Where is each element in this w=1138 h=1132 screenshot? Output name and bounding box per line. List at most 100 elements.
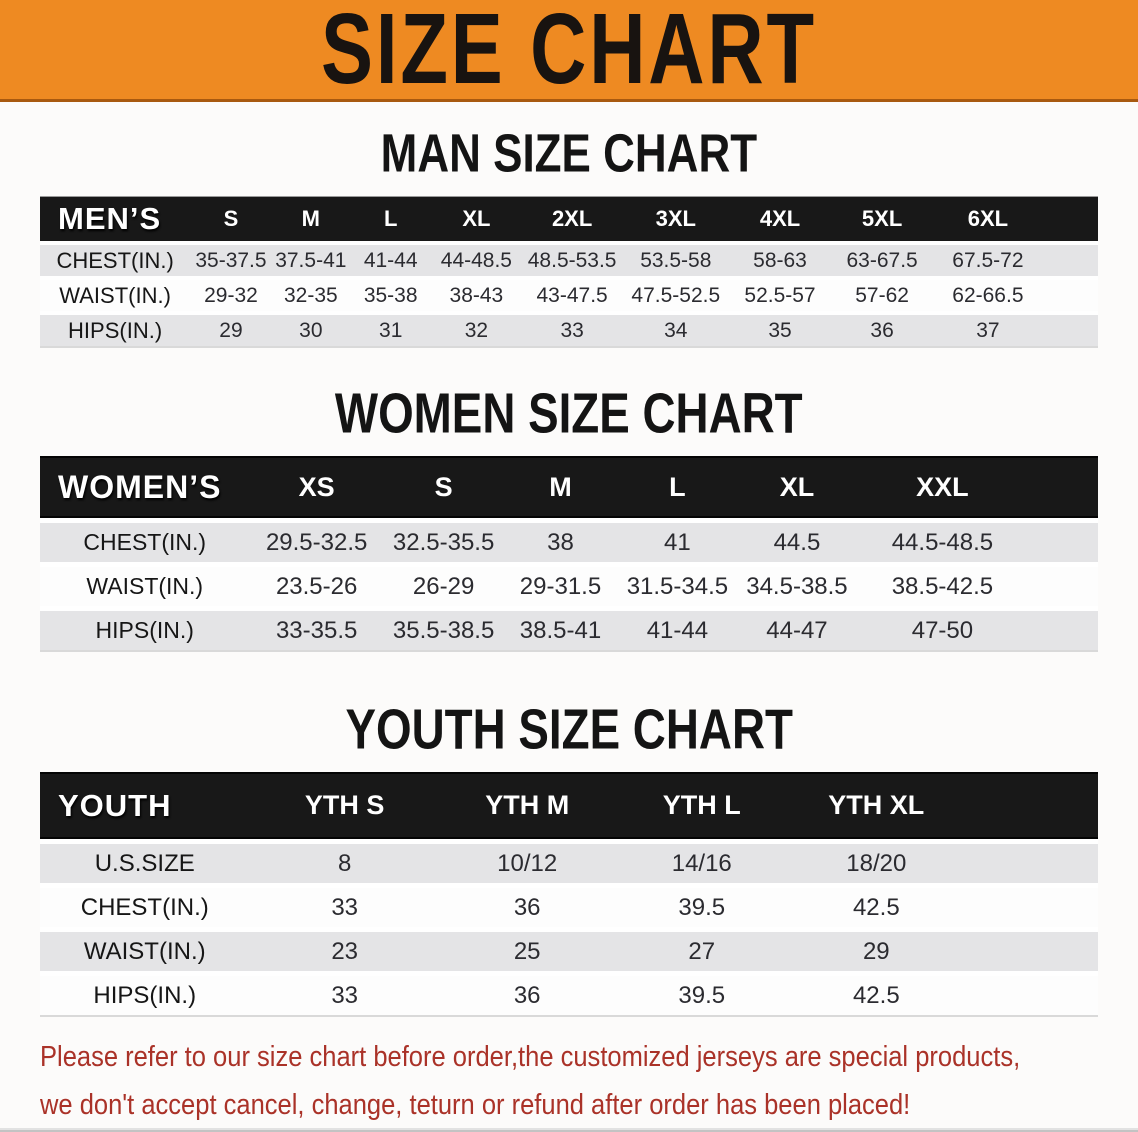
value-cell: 34 bbox=[622, 311, 729, 346]
value-cell: 67.5-72 bbox=[932, 241, 1043, 276]
table-header-row: WOMEN’S XS S M L XL XXL bbox=[40, 456, 1098, 518]
value-cell: 48.5-53.5 bbox=[521, 241, 623, 276]
value-cell: 58-63 bbox=[728, 241, 832, 276]
size-column-header: YTH L bbox=[614, 772, 790, 839]
header-filler bbox=[963, 772, 1098, 839]
value-cell: 27 bbox=[614, 927, 790, 971]
table-row: WAIST(IN.) 23 25 27 29 bbox=[40, 927, 1098, 971]
value-cell: 25 bbox=[439, 927, 615, 971]
order-disclaimer-note: Please refer to our size chart before or… bbox=[40, 1033, 1138, 1129]
value-cell: 34.5-38.5 bbox=[737, 562, 857, 606]
value-cell: 18/20 bbox=[789, 839, 964, 883]
table-row: HIPS(IN.) 33-35.5 35.5-38.5 38.5-41 41-44 44-… bbox=[40, 606, 1098, 650]
size-column-header: M bbox=[271, 196, 350, 241]
size-column-header: XL bbox=[431, 196, 522, 241]
value-cell: 37.5-41 bbox=[271, 241, 350, 276]
value-cell: 31.5-34.5 bbox=[617, 562, 738, 606]
row-label: WAIST(IN.) bbox=[40, 276, 191, 311]
row-filler bbox=[1042, 276, 1098, 311]
table-row: WAIST(IN.) 29-32 32-35 35-38 38-43 43-47.5 47.… bbox=[40, 276, 1098, 311]
value-cell: 30 bbox=[271, 311, 350, 346]
table-row: CHEST(IN.) 35-37.5 37.5-41 41-44 44-48.5 48.5… bbox=[40, 241, 1098, 276]
women-size-chart-heading: WOMEN SIZE CHART bbox=[0, 386, 1138, 442]
value-cell: 44.5-48.5 bbox=[856, 518, 1029, 562]
size-column-header: YTH M bbox=[439, 772, 615, 839]
size-column-header: XS bbox=[249, 456, 384, 518]
row-filler bbox=[1028, 562, 1098, 606]
value-cell: 41-44 bbox=[349, 241, 432, 276]
group-label: YOUTH bbox=[40, 772, 250, 839]
value-cell: 35-38 bbox=[349, 276, 432, 311]
row-label: CHEST(IN.) bbox=[40, 883, 250, 927]
table-row: U.S.SIZE 8 10/12 14/16 18/20 bbox=[40, 839, 1098, 883]
value-cell: 31 bbox=[349, 311, 432, 346]
row-label: HIPS(IN.) bbox=[40, 311, 191, 346]
row-label: CHEST(IN.) bbox=[40, 241, 191, 276]
value-cell: 10/12 bbox=[439, 839, 615, 883]
size-column-header: YTH S bbox=[249, 772, 440, 839]
value-cell: 47.5-52.5 bbox=[622, 276, 729, 311]
value-cell: 52.5-57 bbox=[728, 276, 832, 311]
row-label: HIPS(IN.) bbox=[40, 971, 250, 1015]
value-cell: 36 bbox=[439, 883, 615, 927]
value-cell: 44-47 bbox=[737, 606, 857, 650]
value-cell: 62-66.5 bbox=[932, 276, 1043, 311]
header-filler bbox=[1028, 456, 1098, 518]
header-filler bbox=[1042, 196, 1098, 241]
table-header-row: MEN’S S M L XL 2XL 3XL 4XL 5XL 6XL bbox=[40, 196, 1098, 241]
banner-title: SIZE CHART bbox=[321, 0, 817, 102]
value-cell: 29 bbox=[190, 311, 272, 346]
row-filler bbox=[963, 971, 1098, 1015]
row-filler bbox=[1042, 241, 1098, 276]
size-column-header: 2XL bbox=[521, 196, 623, 241]
table-row: WAIST(IN.) 23.5-26 26-29 29-31.5 31.5-34.5 34… bbox=[40, 562, 1098, 606]
women-size-table: WOMEN’S XS S M L XL XXL CHEST(IN.) 29.5-32.5 32.5… bbox=[40, 456, 1098, 652]
value-cell: 47-50 bbox=[856, 606, 1029, 650]
value-cell: 23.5-26 bbox=[249, 562, 384, 606]
size-column-header: M bbox=[503, 456, 618, 518]
row-filler bbox=[963, 883, 1098, 927]
value-cell: 33 bbox=[521, 311, 623, 346]
row-label: U.S.SIZE bbox=[40, 839, 250, 883]
value-cell: 39.5 bbox=[614, 883, 790, 927]
value-cell: 35.5-38.5 bbox=[383, 606, 504, 650]
size-column-header: 5XL bbox=[831, 196, 933, 241]
size-column-header: L bbox=[617, 456, 738, 518]
value-cell: 33 bbox=[249, 883, 440, 927]
table-row: CHEST(IN.) 33 36 39.5 42.5 bbox=[40, 883, 1098, 927]
table-header-row: YOUTH YTH S YTH M YTH L YTH XL bbox=[40, 772, 1098, 839]
value-cell: 35 bbox=[728, 311, 832, 346]
value-cell: 32-35 bbox=[271, 276, 350, 311]
bottom-divider bbox=[0, 1128, 1138, 1132]
row-label: WAIST(IN.) bbox=[40, 562, 250, 606]
row-filler bbox=[963, 927, 1098, 971]
size-column-header: 4XL bbox=[728, 196, 832, 241]
value-cell: 38.5-42.5 bbox=[856, 562, 1029, 606]
value-cell: 42.5 bbox=[789, 883, 964, 927]
value-cell: 36 bbox=[439, 971, 615, 1015]
size-column-header: L bbox=[349, 196, 432, 241]
value-cell: 39.5 bbox=[614, 971, 790, 1015]
value-cell: 44.5 bbox=[737, 518, 857, 562]
value-cell: 42.5 bbox=[789, 971, 964, 1015]
value-cell: 63-67.5 bbox=[831, 241, 933, 276]
value-cell: 29.5-32.5 bbox=[249, 518, 384, 562]
size-column-header: 6XL bbox=[932, 196, 1043, 241]
table-row: HIPS(IN.) 29 30 31 32 33 34 35 36 37 bbox=[40, 311, 1098, 346]
value-cell: 26-29 bbox=[383, 562, 504, 606]
size-column-header: S bbox=[383, 456, 504, 518]
group-label: WOMEN’S bbox=[40, 456, 250, 518]
size-column-header: S bbox=[190, 196, 272, 241]
value-cell: 33 bbox=[249, 971, 440, 1015]
value-cell: 43-47.5 bbox=[521, 276, 623, 311]
table-row: CHEST(IN.) 29.5-32.5 32.5-35.5 38 41 44.5 44.5… bbox=[40, 518, 1098, 562]
row-label: HIPS(IN.) bbox=[40, 606, 250, 650]
row-filler bbox=[1028, 606, 1098, 650]
value-cell: 29-31.5 bbox=[503, 562, 618, 606]
value-cell: 53.5-58 bbox=[622, 241, 729, 276]
note-line-1: Please refer to our size chart before or… bbox=[40, 1041, 1021, 1073]
value-cell: 44-48.5 bbox=[431, 241, 522, 276]
size-column-header: YTH XL bbox=[789, 772, 964, 839]
value-cell: 23 bbox=[249, 927, 440, 971]
